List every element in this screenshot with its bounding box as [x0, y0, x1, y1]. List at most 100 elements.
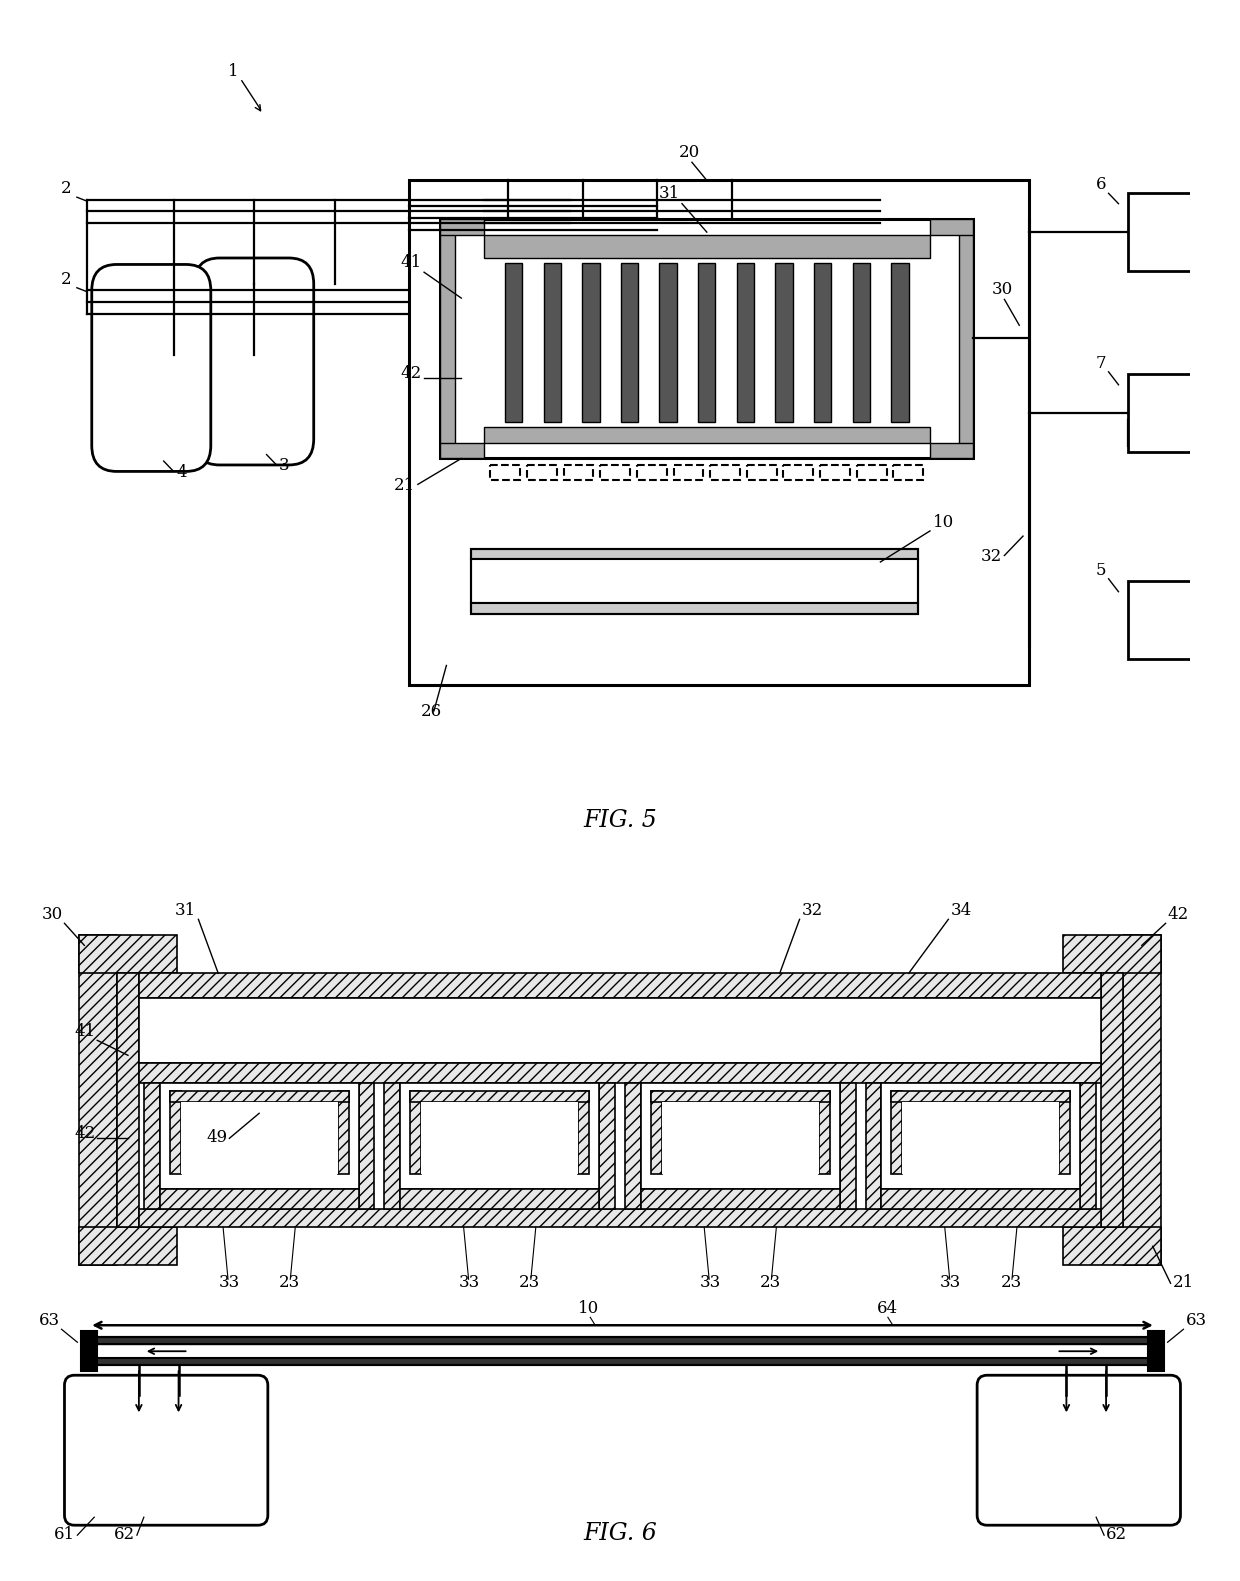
Text: 63: 63 [38, 1312, 60, 1330]
Bar [440, 443, 484, 458]
Bar [144, 1083, 160, 1209]
Text: 1: 1 [228, 63, 238, 79]
Text: 41: 41 [401, 255, 422, 270]
Bar [711, 465, 740, 481]
Bar [564, 465, 594, 481]
Bar [139, 1209, 1101, 1227]
FancyBboxPatch shape [64, 1375, 268, 1526]
Text: 21: 21 [1173, 1274, 1194, 1292]
Bar [583, 262, 600, 422]
Bar [893, 465, 923, 481]
Text: 62: 62 [1106, 1526, 1127, 1543]
Bar [491, 465, 521, 481]
Bar [1101, 974, 1123, 1227]
Text: 20: 20 [678, 144, 701, 161]
Bar [818, 1091, 830, 1175]
Bar [410, 1091, 422, 1175]
Bar [853, 262, 870, 422]
Bar [384, 1083, 401, 1209]
Bar [170, 1091, 181, 1175]
Bar [820, 465, 849, 481]
Text: 42: 42 [1168, 906, 1189, 923]
Bar [358, 1083, 374, 1209]
FancyBboxPatch shape [92, 264, 211, 471]
Bar [737, 262, 754, 422]
Bar [662, 1102, 818, 1175]
Bar [930, 220, 973, 234]
Bar [160, 1189, 358, 1209]
Bar [1080, 1083, 1096, 1209]
Bar [139, 998, 1101, 1064]
Text: 64: 64 [877, 1300, 899, 1317]
Bar [621, 262, 639, 422]
Bar [784, 465, 813, 481]
Text: 31: 31 [658, 185, 680, 202]
Bar [641, 1083, 839, 1189]
Bar [82, 1331, 97, 1371]
Bar [89, 1338, 1156, 1344]
Bar [882, 1083, 1080, 1189]
Bar [892, 1091, 903, 1175]
Bar [892, 262, 909, 422]
Text: 23: 23 [760, 1274, 781, 1292]
Text: 32: 32 [981, 547, 1002, 564]
Text: 31: 31 [175, 903, 196, 920]
Text: 2: 2 [61, 180, 72, 198]
Bar [440, 220, 484, 234]
Bar [170, 1091, 348, 1102]
Bar [440, 220, 455, 458]
Bar [484, 427, 930, 443]
Bar [160, 1083, 358, 1189]
Text: 49: 49 [206, 1129, 227, 1146]
Bar [599, 1083, 615, 1209]
Text: 33: 33 [940, 1274, 961, 1292]
Text: 63: 63 [1185, 1312, 1207, 1330]
Bar [139, 1064, 1101, 1083]
Bar [651, 1091, 662, 1175]
Bar [866, 1083, 882, 1209]
Text: 41: 41 [74, 1023, 95, 1040]
Bar [471, 560, 918, 604]
Bar [815, 262, 832, 422]
Text: 23: 23 [1001, 1274, 1022, 1292]
Bar [181, 1102, 337, 1175]
Bar [1128, 193, 1240, 270]
Bar [440, 220, 973, 458]
Bar [117, 974, 139, 1227]
Bar [527, 465, 557, 481]
Bar [471, 549, 918, 613]
Text: FIG. 6: FIG. 6 [583, 1523, 657, 1545]
Bar [651, 1091, 830, 1102]
Bar [892, 1091, 1070, 1102]
Bar [839, 1083, 856, 1209]
Bar [409, 180, 1029, 685]
Text: 3: 3 [279, 457, 290, 474]
Text: 30: 30 [991, 281, 1013, 299]
Text: 21: 21 [394, 476, 415, 493]
Bar [471, 604, 918, 613]
Bar [401, 1083, 599, 1189]
Bar [79, 1227, 176, 1265]
Bar [1148, 1331, 1163, 1371]
Text: 42: 42 [401, 365, 422, 383]
Bar [637, 465, 667, 481]
Bar [89, 1344, 1156, 1358]
Text: 23: 23 [279, 1274, 300, 1292]
Bar [505, 262, 522, 422]
Bar [1123, 936, 1161, 1265]
Text: 34: 34 [950, 903, 972, 920]
Text: 6: 6 [1096, 177, 1106, 193]
Bar [625, 1083, 641, 1209]
Text: FIG. 5: FIG. 5 [583, 809, 657, 832]
Bar [775, 262, 792, 422]
FancyBboxPatch shape [195, 258, 314, 465]
Bar [139, 974, 1101, 998]
Text: 26: 26 [420, 704, 443, 719]
Text: 2: 2 [61, 270, 72, 288]
Bar [698, 262, 715, 422]
Text: 10: 10 [932, 514, 954, 531]
Text: 61: 61 [55, 1526, 76, 1543]
Text: 30: 30 [42, 906, 63, 923]
Text: 7: 7 [1095, 356, 1106, 372]
Bar [857, 465, 887, 481]
